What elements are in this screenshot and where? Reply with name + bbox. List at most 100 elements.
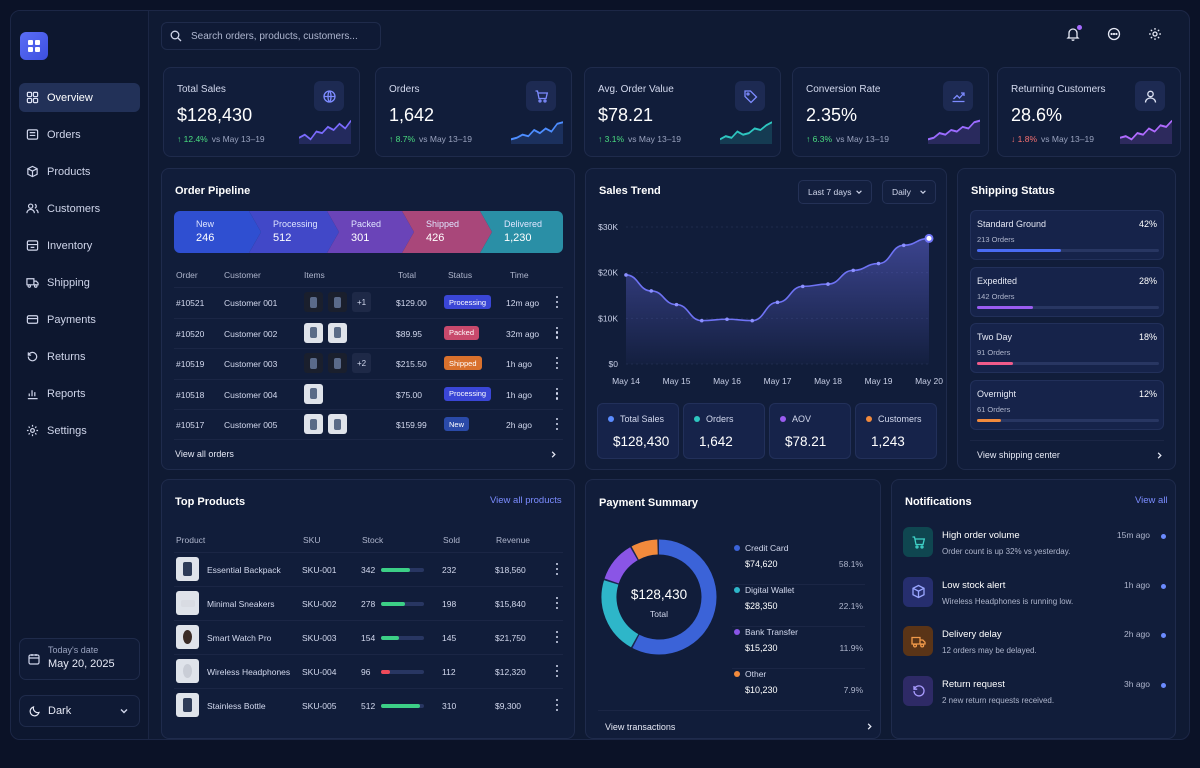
order-id[interactable]: #10520 [176, 328, 205, 339]
pipeline-stage[interactable]: New 246 [174, 211, 261, 253]
table-row[interactable]: #10518 Customer 004 $75.00 Processing 1h ago [174, 378, 563, 409]
payment-method-row[interactable]: Bank Transfer $15,230 11.9% [732, 627, 865, 669]
view-all-orders-link[interactable]: View all orders [175, 449, 234, 459]
sidebar-item-overview[interactable]: Overview [19, 83, 140, 112]
more-options-icon[interactable] [555, 326, 559, 339]
payment-method-row[interactable]: Digital Wallet $28,350 22.1% [732, 585, 865, 627]
order-id[interactable]: #10521 [176, 298, 205, 308]
product-name[interactable]: Wireless Headphones [207, 667, 291, 677]
data-point[interactable] [901, 243, 906, 248]
sidebar-item-payments[interactable]: Payments [19, 305, 140, 334]
chat-icon[interactable] [1107, 27, 1121, 41]
order-time: 1h ago [506, 389, 532, 400]
data-point[interactable] [649, 289, 654, 293]
view-all-notifications-link[interactable]: View all [1135, 495, 1168, 506]
donut-slice[interactable] [604, 547, 638, 584]
donut-slice[interactable] [601, 580, 639, 648]
box-icon [911, 584, 925, 599]
pipeline-stage[interactable]: Processing 512 [249, 211, 339, 253]
table-row[interactable]: #10519 Customer 003 +2 $215.50 Shipped 1h ago [174, 348, 563, 378]
data-point[interactable] [775, 300, 780, 305]
theme-selector[interactable]: Dark [19, 695, 140, 727]
more-options-icon[interactable] [555, 357, 559, 369]
shipping-method-row[interactable]: Two Day 18% 91 Orders [970, 323, 1164, 373]
product-name[interactable]: Essential Backpack [207, 565, 281, 575]
view-all-products-link[interactable]: View all products [490, 495, 562, 506]
table-row[interactable]: #10520 Customer 002 $89.95 Packed 32m ago [174, 317, 563, 348]
more-options-icon[interactable] [555, 387, 559, 400]
kpi-delta: ↓ 1.8% vs May 13–19 [1011, 134, 1094, 144]
chevron-right-icon[interactable] [865, 722, 874, 731]
shipping-method-row[interactable]: Standard Ground 42% 213 Orders [970, 210, 1164, 260]
order-id[interactable]: #10518 [176, 389, 205, 400]
shipping-method-row[interactable]: Expedited 28% 142 Orders [970, 266, 1164, 317]
summary-tile-value: $128,430 [613, 434, 670, 449]
notification-item[interactable]: Delivery delay 12 orders may be delayed. 2… [903, 626, 1167, 672]
payment-method-row[interactable]: Credit Card $74,620 58.1% [732, 543, 865, 585]
payment-method-row[interactable]: Other $10,230 7.9% [732, 669, 865, 711]
sidebar-item-reports[interactable]: Reports [19, 379, 140, 408]
more-options-icon[interactable] [555, 563, 559, 575]
app-logo[interactable] [20, 32, 48, 60]
donut-slice[interactable] [631, 539, 659, 560]
data-point[interactable] [624, 273, 628, 277]
product-row[interactable]: Stainless Bottle SKU-005 512 310 $9,300 [174, 688, 563, 722]
product-revenue: $9,300 [495, 701, 521, 711]
item-thumbnail [328, 414, 347, 434]
data-point-highlight[interactable] [924, 233, 934, 243]
data-point[interactable] [674, 302, 679, 307]
search-bar[interactable]: Search orders, products, customers... [161, 22, 381, 50]
shipping-method-row[interactable]: Overnight 12% 61 Orders [970, 379, 1164, 430]
sidebar-item-customers[interactable]: Customers [19, 194, 140, 223]
data-point[interactable] [750, 318, 755, 323]
more-options-icon[interactable] [555, 418, 559, 430]
notification-item[interactable]: High order volume Order count is up 32% v… [903, 527, 1167, 573]
more-options-icon[interactable] [555, 597, 559, 609]
pipeline-stage[interactable]: Packed 301 [327, 211, 414, 253]
settings-gear-icon[interactable] [1148, 27, 1162, 41]
product-row[interactable]: Essential Backpack SKU-001 342 232 $18,560 [174, 552, 563, 586]
view-shipping-center-link[interactable]: View shipping center [977, 450, 1060, 460]
notification-item[interactable]: Low stock alert Wireless Headphones is ru… [903, 576, 1167, 623]
kpi-sparkline [1120, 119, 1172, 144]
view-transactions-link[interactable]: View transactions [605, 722, 676, 732]
summary-tile: Orders 1,642 [683, 403, 765, 459]
order-id[interactable]: #10519 [176, 359, 205, 369]
sidebar-item-settings[interactable]: Settings [19, 416, 140, 445]
chevron-right-icon[interactable] [1155, 451, 1164, 460]
sidebar-item-returns[interactable]: Returns [19, 342, 140, 371]
more-options-icon[interactable] [555, 699, 559, 711]
more-options-icon[interactable] [555, 296, 559, 308]
data-point[interactable] [876, 261, 881, 266]
kpi-title: Returning Customers [1011, 84, 1106, 95]
shipping-method-percent: 42% [1138, 219, 1157, 229]
sidebar-item-orders[interactable]: Orders [19, 120, 140, 149]
pipeline-stage[interactable]: Shipped 426 [402, 211, 492, 253]
bell-icon[interactable] [1066, 27, 1080, 41]
data-point[interactable] [851, 268, 856, 273]
table-row[interactable]: #10521 Customer 001 +1 $129.00 Processing 12m… [174, 287, 563, 317]
chevron-right-icon[interactable] [549, 450, 558, 459]
more-options-icon[interactable] [555, 631, 559, 643]
table-row[interactable]: #10517 Customer 005 $159.99 New 2h ago [174, 409, 563, 439]
notification-item[interactable]: Return request 2 new return requests rece… [903, 675, 1167, 722]
more-options-icon[interactable] [555, 665, 559, 677]
interval-select[interactable]: Daily [882, 180, 936, 204]
product-name[interactable]: Smart Watch Pro [207, 633, 272, 643]
data-point[interactable] [699, 318, 704, 323]
order-id[interactable]: #10517 [176, 420, 205, 430]
product-name[interactable]: Minimal Sneakers [207, 599, 275, 609]
sidebar-item-products[interactable]: Products [19, 157, 140, 186]
pipeline-stage[interactable]: Delivered 1,230 [480, 211, 563, 253]
data-point[interactable] [725, 317, 729, 322]
product-name[interactable]: Stainless Bottle [207, 701, 266, 711]
product-row[interactable]: Minimal Sneakers SKU-002 278 198 $15,840 [174, 586, 563, 620]
donut-slice[interactable] [632, 539, 717, 655]
sidebar-item-shipping[interactable]: Shipping [19, 268, 140, 297]
data-point[interactable] [800, 284, 805, 289]
data-point[interactable] [826, 282, 830, 286]
product-row[interactable]: Smart Watch Pro SKU-003 154 145 $21,750 [174, 620, 563, 654]
sidebar-item-inventory[interactable]: Inventory [19, 231, 140, 260]
product-row[interactable]: Wireless Headphones SKU-004 96 112 $12,320 [174, 654, 563, 688]
range-select[interactable]: Last 7 days [798, 180, 872, 204]
